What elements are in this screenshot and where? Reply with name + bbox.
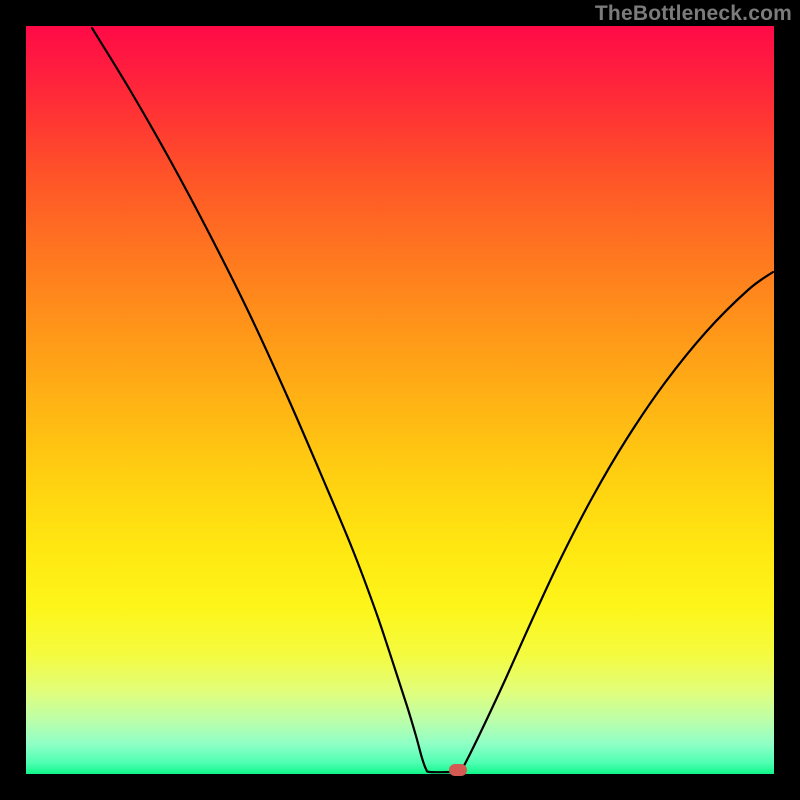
bottleneck-chart [0, 0, 800, 800]
watermark-text: TheBottleneck.com [595, 2, 792, 26]
selection-marker [449, 764, 467, 776]
plot-background [26, 26, 774, 774]
